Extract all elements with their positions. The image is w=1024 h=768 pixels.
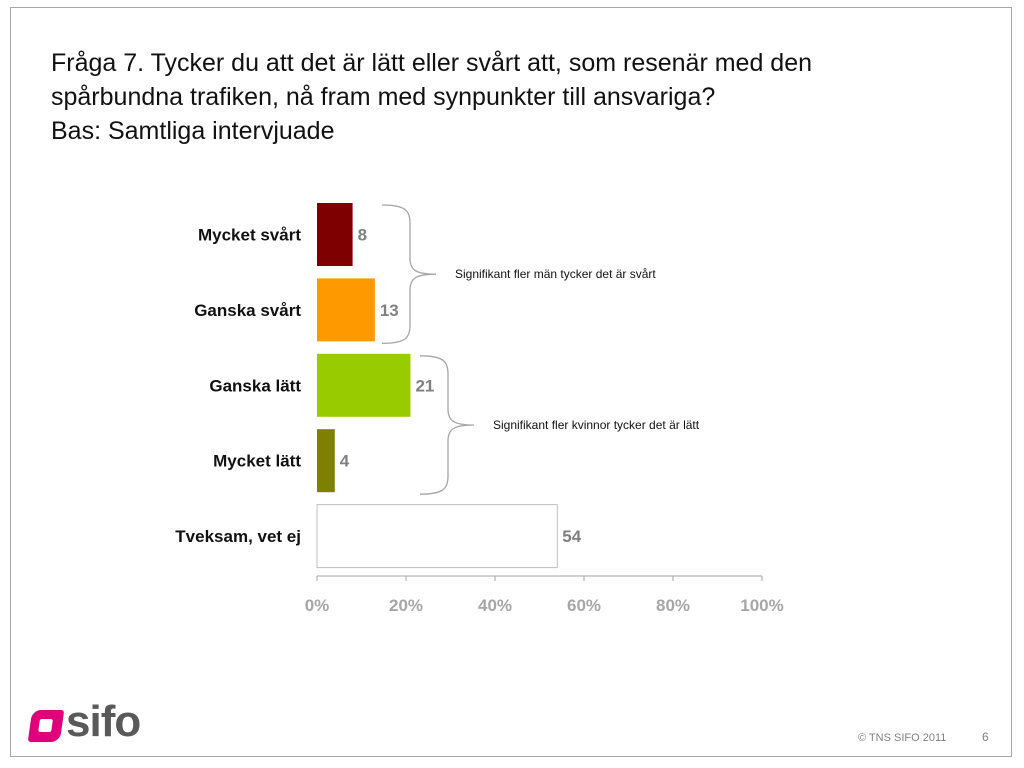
value-label: 8 xyxy=(358,226,367,245)
annotation-brace xyxy=(381,204,437,345)
bar-chart: Mycket svårt 8 Ganska svårt 13 Ganska lätt 21… xyxy=(175,203,784,615)
annotation-text: Signifikant fler män tycker det är svårt xyxy=(455,267,656,281)
sifo-logo: sifo xyxy=(27,697,170,748)
category-label: Tveksam, vet ej xyxy=(175,527,301,546)
category-label: Mycket lätt xyxy=(213,452,301,471)
sifo-logo-mark xyxy=(27,710,65,742)
x-tick-label: 80% xyxy=(656,596,690,615)
annotation-text: Signifikant fler kvinnor tycker det är l… xyxy=(493,418,700,432)
value-label: 4 xyxy=(340,452,350,471)
sifo-logo-text: sifo xyxy=(66,697,141,746)
x-tick-label: 0% xyxy=(305,596,330,615)
category-label: Ganska svårt xyxy=(194,301,301,320)
bar xyxy=(317,203,353,266)
category-label: Mycket svårt xyxy=(198,226,301,245)
x-tick-label: 100% xyxy=(740,596,783,615)
x-tick-label: 60% xyxy=(567,596,601,615)
bar xyxy=(317,278,375,342)
x-tick-label: 40% xyxy=(478,596,512,615)
value-label: 54 xyxy=(562,527,581,546)
slide-title: Fråga 7. Tycker du att det är lätt eller… xyxy=(51,46,971,148)
value-label: 21 xyxy=(415,376,434,395)
value-label: 13 xyxy=(380,301,399,320)
bar xyxy=(317,429,335,493)
title-line-2: spårbundna trafiken, nå fram med synpunk… xyxy=(51,83,716,111)
annotation-brace xyxy=(419,355,475,495)
bar xyxy=(316,504,558,569)
title-line-1: Fråga 7. Tycker du att det är lätt eller… xyxy=(51,49,812,77)
copyright: © TNS SIFO 2011 xyxy=(858,732,947,744)
x-tick-label: 20% xyxy=(389,596,423,615)
title-line-3: Bas: Samtliga intervjuade xyxy=(51,117,335,145)
bar xyxy=(317,353,411,417)
category-label: Ganska lätt xyxy=(209,376,301,395)
slide-frame xyxy=(10,7,1012,757)
page-number: 6 xyxy=(982,730,989,744)
